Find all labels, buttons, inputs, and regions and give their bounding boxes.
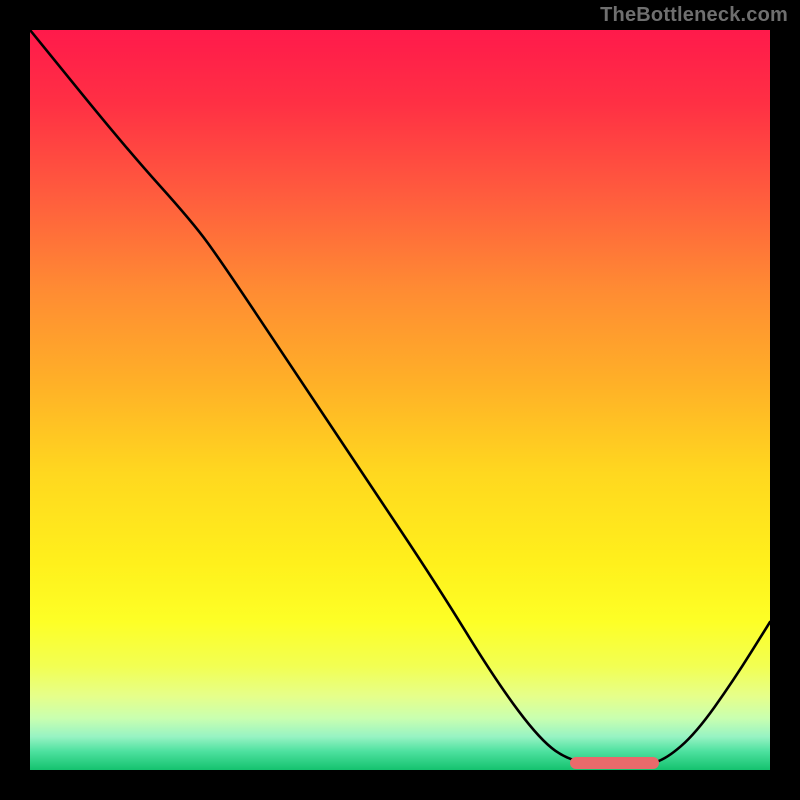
bottom-highlight-segment bbox=[570, 757, 659, 769]
chart-background-gradient bbox=[30, 30, 770, 770]
watermark-text: TheBottleneck.com bbox=[600, 4, 788, 27]
chart-svg bbox=[30, 30, 770, 770]
chart-area bbox=[30, 30, 770, 770]
